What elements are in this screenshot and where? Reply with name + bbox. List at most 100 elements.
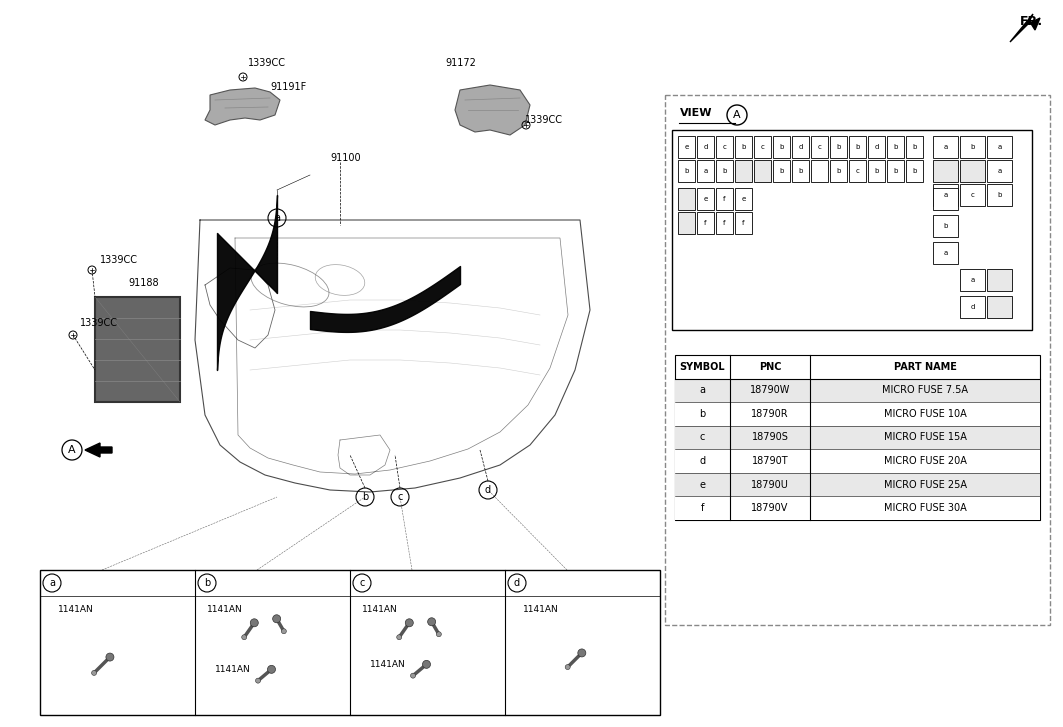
Text: 1339CC: 1339CC [248,58,286,68]
Circle shape [427,618,436,626]
Text: c: c [760,144,764,150]
Text: MICRO FUSE 7.5A: MICRO FUSE 7.5A [882,385,968,395]
Text: a: a [971,277,975,283]
Circle shape [268,665,275,673]
Circle shape [272,615,281,623]
Text: d: d [513,578,520,588]
Bar [988,269,1012,291]
Text: a: a [704,168,708,174]
Bar [675,449,1040,473]
Bar [665,95,1050,625]
Text: f: f [723,196,726,202]
Text: e: e [704,196,708,202]
Polygon shape [1010,14,1040,42]
Bar [697,188,714,210]
Text: A: A [68,445,75,455]
Text: c: c [971,192,975,198]
Text: b: b [837,168,841,174]
Bar [773,160,790,182]
Text: e: e [699,480,706,490]
Text: a: a [943,250,947,256]
Text: 18790T: 18790T [752,456,789,466]
Text: b: b [837,144,841,150]
Text: b: b [997,192,1001,198]
Circle shape [241,635,247,640]
Text: c: c [856,168,860,174]
Bar [906,160,923,182]
Text: f: f [742,220,745,226]
Text: b: b [685,168,689,174]
Circle shape [422,660,431,668]
Text: b: b [912,168,916,174]
Text: 91188: 91188 [128,278,158,288]
Text: b: b [971,144,975,150]
Text: c: c [398,492,403,502]
Text: a: a [997,144,1001,150]
Bar [933,160,958,182]
Bar [849,160,866,182]
Bar [678,212,695,234]
Text: b: b [361,492,368,502]
Bar [811,136,828,158]
Bar [988,184,1012,206]
Bar [675,355,1040,520]
Text: c: c [359,578,365,588]
Bar [933,136,958,158]
Circle shape [396,635,402,640]
Bar [735,136,752,158]
Text: MICRO FUSE 15A: MICRO FUSE 15A [883,433,966,443]
Text: 18790W: 18790W [749,385,790,395]
Text: 1339CC: 1339CC [80,318,118,328]
Circle shape [282,629,286,634]
Bar [868,136,885,158]
Text: 1339CC: 1339CC [525,115,563,125]
Text: a: a [997,168,1001,174]
Text: d: d [971,304,975,310]
Text: 1141AN: 1141AN [207,605,242,614]
Bar [675,402,1040,426]
Bar [735,212,752,234]
Text: FR.: FR. [1020,15,1043,28]
Bar [933,215,958,237]
Text: d: d [874,144,879,150]
Circle shape [255,678,260,683]
Text: MICRO FUSE 20A: MICRO FUSE 20A [883,456,966,466]
Text: b: b [699,409,706,419]
Text: 1339CC: 1339CC [100,255,138,265]
Text: f: f [705,220,707,226]
Bar [988,136,1012,158]
Text: 91100: 91100 [330,153,360,163]
Text: b: b [741,144,745,150]
Text: b: b [723,168,727,174]
Text: 1141AN: 1141AN [362,605,398,614]
Text: MICRO FUSE 10A: MICRO FUSE 10A [883,409,966,419]
Text: c: c [817,144,822,150]
Text: 1141AN: 1141AN [58,605,94,614]
Circle shape [410,673,416,678]
Bar [960,269,985,291]
Circle shape [405,619,414,627]
Bar [716,160,733,182]
Text: a: a [943,144,947,150]
Bar [678,188,695,210]
Bar [735,160,752,182]
Bar [960,184,985,206]
Text: c: c [699,433,705,443]
Bar [792,160,809,182]
Circle shape [106,653,114,661]
Circle shape [566,664,570,670]
Text: b: b [204,578,210,588]
Circle shape [578,649,586,657]
Bar [754,136,771,158]
Text: b: b [874,168,879,174]
Bar [675,426,1040,449]
Text: b: b [779,168,783,174]
Text: a: a [274,213,280,223]
Text: VIEW: VIEW [680,108,712,118]
Text: c: c [723,144,726,150]
Bar [988,160,1012,182]
Text: b: b [943,223,948,229]
Text: b: b [912,144,916,150]
Bar [672,130,1032,330]
Text: SYMBOL: SYMBOL [679,362,725,371]
